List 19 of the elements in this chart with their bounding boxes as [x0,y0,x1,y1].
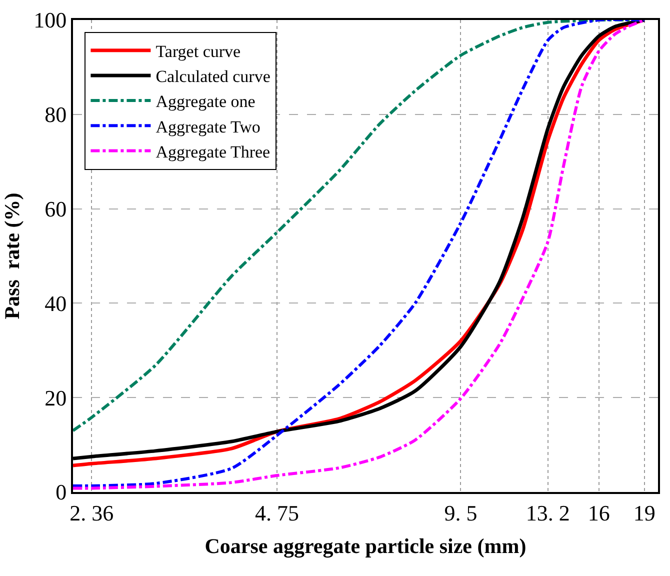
x-tick-label: 13. 2 [526,500,570,526]
x-tick-label: 16 [588,500,610,526]
x-tick-label: 9. 5 [444,500,478,526]
x-tick-label: 19 [633,500,656,526]
x-tick-label: 4. 75 [254,500,299,526]
legend-label: Calculated curve [156,67,270,86]
y-tick-label: 80 [44,102,67,128]
legend-label: Aggregate one [156,92,256,112]
y-axis-title: Pass rate (%) [0,192,24,320]
x-axis-title: Coarse aggregate particle size (mm) [204,534,526,558]
y-tick-label: 20 [44,385,67,410]
y-tick-label: 60 [44,196,67,222]
legend-label: Target curve [156,42,241,61]
legend-label: Aggregate Two [156,117,260,136]
y-tick-label: 40 [44,290,67,316]
x-tick-label: 2. 36 [70,500,114,526]
y-tick-label: 100 [34,8,67,33]
legend-label: Aggregate Three [156,142,270,162]
y-tick-label: 0 [56,480,67,505]
